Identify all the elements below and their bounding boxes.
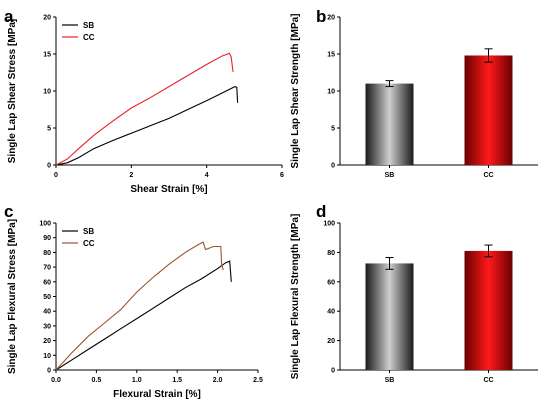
y-tick-label: 0 bbox=[47, 163, 51, 170]
y-tick-label: 15 bbox=[43, 52, 51, 59]
panel-a: a 0 5 10 15 20 Single Lap Shear Stress [MPa] 0 2… bbox=[4, 7, 284, 195]
y-tick-label: 90 bbox=[43, 235, 51, 242]
x-axis-title: Shear Strain [%] bbox=[130, 184, 207, 195]
y-axis-title: Single Lap Flexural Strength [MPa] bbox=[290, 214, 301, 380]
x-tick-label: 1.0 bbox=[132, 377, 142, 384]
y-tick-label: 20 bbox=[43, 15, 51, 22]
y-tick-label: 10 bbox=[43, 353, 51, 360]
x-tick-label: 2.0 bbox=[213, 377, 223, 384]
panel-letter-a: a bbox=[4, 7, 14, 26]
panel-letter-c: c bbox=[4, 202, 13, 221]
y-tick-label: 20 bbox=[327, 15, 335, 22]
y-tick-label: 10 bbox=[327, 89, 335, 96]
y-tick-label: 15 bbox=[327, 52, 335, 59]
legend-label-cc: CC bbox=[83, 33, 95, 42]
y-axis-title: Single Lap Shear Strength [MPa] bbox=[290, 13, 301, 168]
bar-sb bbox=[365, 83, 414, 165]
x-tick-label: 1.5 bbox=[172, 377, 182, 384]
series-line-sb bbox=[55, 260, 232, 371]
x-tick-label: 4 bbox=[205, 172, 209, 179]
y-tick-label: 100 bbox=[323, 221, 335, 228]
legend-label-cc: CC bbox=[83, 239, 95, 248]
y-tick-label: 0 bbox=[331, 368, 335, 375]
x-tick-label: 0.0 bbox=[51, 377, 61, 384]
y-tick-label: 0 bbox=[331, 163, 335, 170]
y-tick-label: 50 bbox=[43, 294, 51, 301]
y-tick-label: 30 bbox=[43, 323, 51, 330]
x-category-label-cc: CC bbox=[483, 172, 493, 179]
y-tick-label: 80 bbox=[43, 250, 51, 257]
panel-d: d 0 20 40 60 80 100 Single Lap Flexural Strengt… bbox=[290, 202, 538, 384]
x-tick-label: 2 bbox=[129, 172, 133, 179]
y-tick-label: 10 bbox=[43, 89, 51, 96]
bar-cc bbox=[464, 250, 513, 370]
panel-c: c 0 10 20 30 40 50 60 70 80 90 100 Single Lap Flexur… bbox=[4, 202, 263, 400]
y-tick-label: 60 bbox=[327, 279, 335, 286]
y-tick-label: 5 bbox=[331, 126, 335, 133]
y-tick-label: 70 bbox=[43, 265, 51, 272]
y-tick-label: 5 bbox=[47, 126, 51, 133]
series-line-sb bbox=[55, 86, 239, 166]
y-tick-label: 20 bbox=[327, 338, 335, 345]
x-tick-label: 0.5 bbox=[92, 377, 102, 384]
y-tick-label: 80 bbox=[327, 250, 335, 257]
y-tick-label: 100 bbox=[39, 221, 51, 228]
y-axis-title: Single Lap Flexural Stress [MPa] bbox=[7, 219, 18, 374]
y-tick-label: 0 bbox=[47, 368, 51, 375]
panel-letter-d: d bbox=[316, 202, 326, 221]
x-tick-label: 2.5 bbox=[253, 377, 263, 384]
y-axis-title: Single Lap Shear Stress [MPa] bbox=[7, 19, 18, 164]
bar-sb bbox=[365, 263, 414, 370]
legend-label-sb: SB bbox=[83, 227, 94, 236]
y-tick-label: 20 bbox=[43, 338, 51, 345]
panel-letter-b: b bbox=[316, 7, 326, 26]
panel-b: b 0 5 10 15 20 Single Lap Shear Strength [MPa]… bbox=[290, 7, 538, 179]
legend-label-sb: SB bbox=[83, 21, 94, 30]
series-line-cc bbox=[55, 52, 234, 166]
x-category-label-cc: CC bbox=[483, 377, 493, 384]
x-category-label-sb: SB bbox=[385, 377, 395, 384]
y-tick-label: 40 bbox=[43, 309, 51, 316]
bar-cc bbox=[464, 55, 513, 166]
y-tick-label: 60 bbox=[43, 279, 51, 286]
series-line-cc bbox=[55, 241, 224, 371]
y-tick-label: 40 bbox=[327, 309, 335, 316]
x-axis-title: Flexural Strain [%] bbox=[113, 389, 201, 400]
x-tick-label: 6 bbox=[280, 172, 284, 179]
x-category-label-sb: SB bbox=[385, 172, 395, 179]
x-tick-label: 0 bbox=[54, 172, 58, 179]
